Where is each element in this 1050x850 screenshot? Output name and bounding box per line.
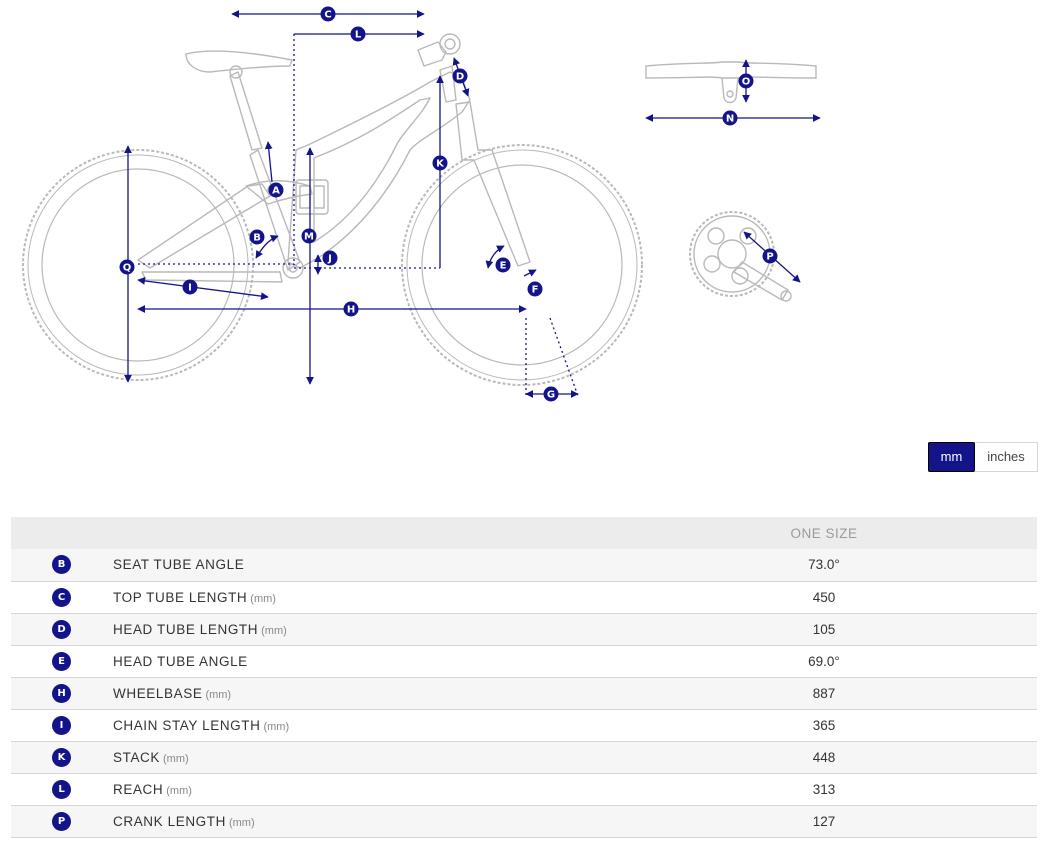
label-k: K [432,155,448,171]
measurement-value: 450 [691,581,957,614]
measurement-name: CHAIN STAY LENGTH [113,717,261,733]
measurement-value: 105 [691,613,957,646]
measurement-value: 887 [691,677,957,710]
measurement-letter-badge: E [52,651,71,671]
svg-text:H: H [347,305,355,316]
label-n: N [722,110,738,126]
label-b: B [249,229,265,245]
svg-text:E: E [500,261,507,272]
geometry-table: ONE SIZE B SEAT TUBE ANGLE 73.0° C TOP TUBE … [11,517,1037,838]
measurement-unit: (mm) [166,784,192,797]
measurement-name: REACH [113,781,164,797]
svg-text:C: C [324,10,331,21]
table-row: C TOP TUBE LENGTH (mm) 450 [11,581,1037,614]
label-a: A [268,182,284,198]
svg-text:F: F [532,285,539,296]
table-row: H WHEELBASE (mm) 887 [11,677,1037,710]
measurement-value: 448 [691,741,957,774]
bike-geometry-diagram: C L D K A B M J Q I H E F G O N P [22,6,821,402]
svg-text:L: L [355,30,362,41]
measurement-unit: (mm) [250,592,276,605]
table-row: P CRANK LENGTH (mm) 127 [11,805,1037,838]
measurement-value: 313 [691,773,957,806]
measurement-name: STACK [113,749,161,765]
measurement-unit: (mm) [228,816,255,829]
table-row: E HEAD TUBE ANGLE 69.0° [11,645,1037,678]
dimension-lines [124,10,821,398]
svg-text:D: D [456,72,464,83]
geometry-table-body: B SEAT TUBE ANGLE 73.0° C TOP TUBE LENGTH (mm… [11,549,1037,838]
measurement-unit: (mm) [163,752,189,765]
dimension-labels: C L D K A B M J Q I H E F G O N P [119,6,778,402]
svg-text:G: G [547,390,555,401]
measurement-name: TOP TUBE LENGTH [113,589,248,605]
rear-wheel [22,149,254,381]
svg-text:J: J [327,254,332,265]
label-l: L [350,26,366,42]
measurement-name: HEAD TUBE ANGLE [113,653,248,669]
svg-text:N: N [726,114,734,125]
svg-text:Q: Q [123,263,132,274]
measurement-unit: (mm) [263,720,290,733]
measurement-value: 127 [691,805,957,838]
measurement-letter-badge: L [52,779,71,799]
label-o: O [738,73,754,89]
measurement-unit: (mm) [261,624,287,637]
measurement-letter-badge: B [52,555,71,575]
table-row: I CHAIN STAY LENGTH (mm) 365 [11,709,1037,742]
label-f: F [527,281,543,297]
svg-text:A: A [272,186,280,197]
unit-toggle: mm inches [928,442,1038,472]
label-p: P [762,248,778,264]
label-j: J [322,250,338,266]
measurement-letter-badge: I [52,715,71,735]
label-m: M [301,228,317,244]
table-row: D HEAD TUBE LENGTH (mm) 105 [11,613,1037,646]
measurement-name: HEAD TUBE LENGTH [113,621,259,637]
front-wheel [401,144,643,386]
handlebar-detail [645,61,817,104]
bike-frame [137,33,531,283]
table-row: K STACK (mm) 448 [11,741,1037,774]
measurement-name: SEAT TUBE ANGLE [113,557,245,573]
label-i: I [182,279,198,295]
label-c: C [320,6,336,22]
measurement-letter-badge: H [52,683,71,703]
svg-text:K: K [436,159,445,170]
label-g: G [543,386,559,402]
table-row: B SEAT TUBE ANGLE 73.0° [11,549,1037,582]
svg-text:O: O [742,77,751,88]
measurement-letter-badge: K [52,747,71,767]
measurement-letter-badge: P [52,811,71,831]
label-h: H [343,301,359,317]
svg-text:M: M [304,232,314,243]
measurement-value: 73.0° [691,549,957,582]
measurement-letter-badge: D [52,619,71,639]
table-header-row: ONE SIZE [11,517,1037,549]
measurement-value: 69.0° [691,645,957,678]
table-row: L REACH (mm) 313 [11,773,1037,806]
unit-mm-button[interactable]: mm [928,442,975,472]
measurement-name: CRANK LENGTH [113,813,226,829]
svg-text:B: B [253,233,261,244]
measurement-unit: (mm) [205,688,232,701]
measurement-value: 365 [691,709,957,742]
svg-text:I: I [188,283,192,294]
label-q: Q [119,259,135,275]
unit-inches-button[interactable]: inches [987,449,1025,464]
label-d: D [452,68,468,84]
measurement-name: WHEELBASE [113,685,203,701]
measurement-letter-badge: C [52,587,71,607]
label-e: E [495,257,511,273]
size-column-header: ONE SIZE [691,517,957,549]
svg-text:P: P [766,252,773,263]
